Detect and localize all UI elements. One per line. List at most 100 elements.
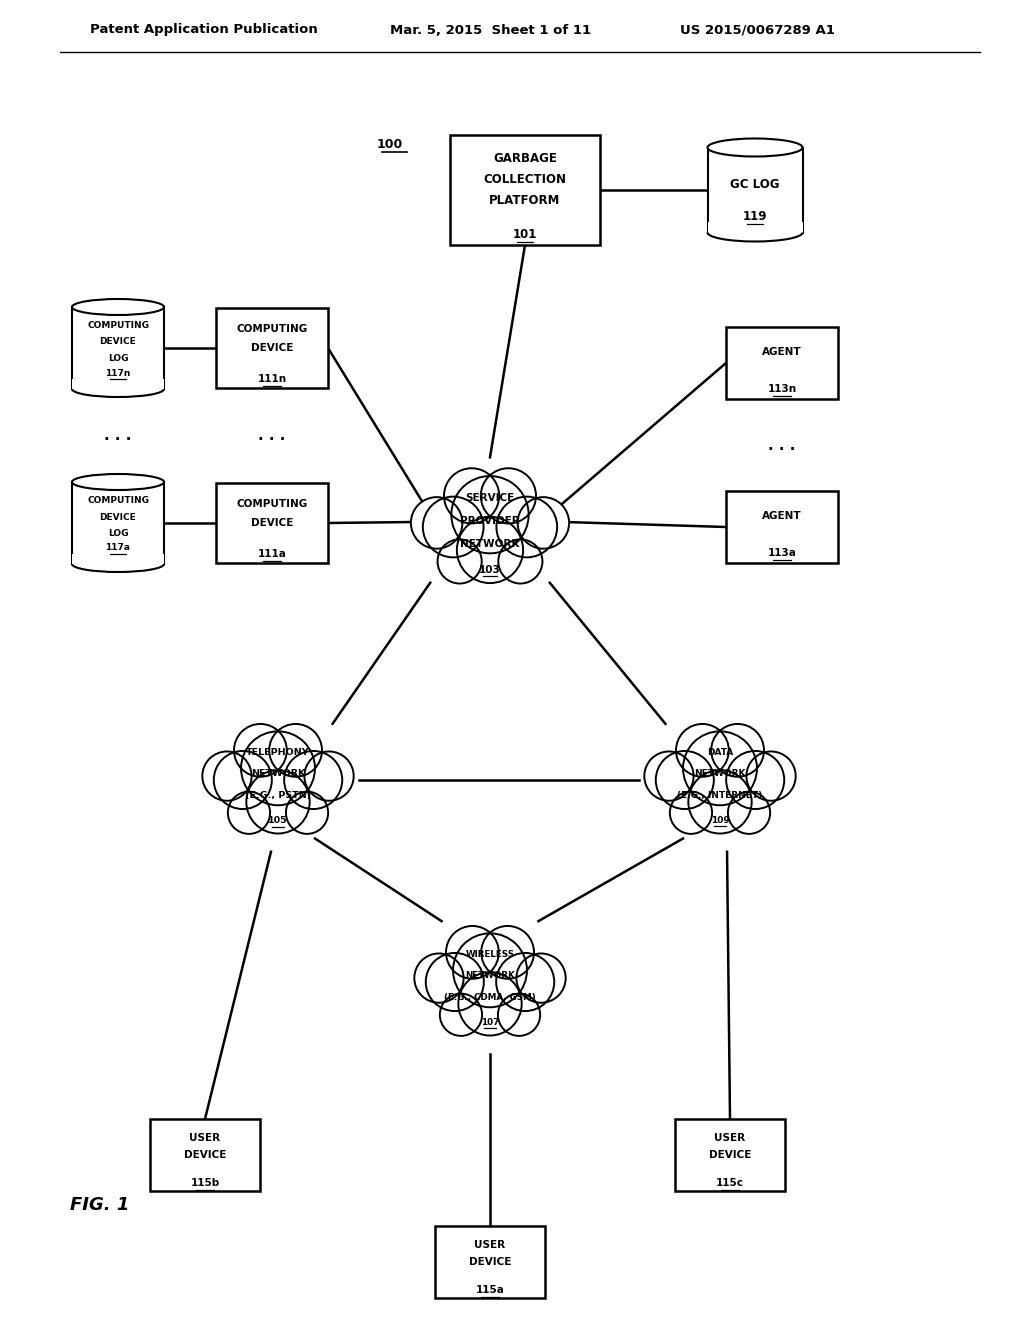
Text: 115a: 115a bbox=[475, 1284, 505, 1295]
Circle shape bbox=[457, 517, 523, 583]
Text: NETWORK: NETWORK bbox=[465, 972, 515, 981]
Text: COMPUTING: COMPUTING bbox=[87, 321, 150, 330]
Circle shape bbox=[415, 953, 464, 1003]
Circle shape bbox=[214, 751, 271, 809]
Text: Patent Application Publication: Patent Application Publication bbox=[90, 24, 317, 37]
Text: 115b: 115b bbox=[190, 1177, 219, 1188]
Text: GARBAGE: GARBAGE bbox=[494, 152, 557, 165]
Text: DATA: DATA bbox=[707, 747, 733, 756]
Text: 111a: 111a bbox=[258, 549, 287, 558]
Circle shape bbox=[241, 731, 315, 805]
Text: 103: 103 bbox=[479, 565, 501, 574]
Text: 117a: 117a bbox=[105, 544, 130, 553]
Text: DEVICE: DEVICE bbox=[251, 517, 293, 528]
Bar bbox=[450, 135, 600, 246]
Circle shape bbox=[726, 751, 784, 809]
Bar bbox=[726, 491, 838, 564]
Text: US 2015/0067289 A1: US 2015/0067289 A1 bbox=[680, 24, 835, 37]
Text: WIRELESS: WIRELESS bbox=[466, 949, 515, 958]
Circle shape bbox=[440, 994, 482, 1036]
Text: AGENT: AGENT bbox=[762, 347, 802, 356]
Circle shape bbox=[411, 498, 463, 549]
Bar bbox=[72, 554, 164, 564]
Circle shape bbox=[644, 751, 693, 801]
Circle shape bbox=[453, 933, 527, 1007]
Ellipse shape bbox=[708, 223, 803, 242]
Text: 105: 105 bbox=[268, 816, 288, 825]
Circle shape bbox=[498, 994, 541, 1036]
Circle shape bbox=[499, 540, 543, 583]
Text: USER: USER bbox=[715, 1133, 745, 1143]
Text: 115c: 115c bbox=[716, 1177, 744, 1188]
Circle shape bbox=[676, 723, 729, 776]
Circle shape bbox=[497, 953, 554, 1011]
Text: 119: 119 bbox=[742, 210, 767, 223]
Text: (E.G., PSTN): (E.G., PSTN) bbox=[245, 792, 311, 800]
Circle shape bbox=[286, 792, 328, 834]
Circle shape bbox=[459, 972, 521, 1035]
Circle shape bbox=[497, 496, 557, 557]
Text: LOG: LOG bbox=[108, 529, 128, 539]
Ellipse shape bbox=[72, 300, 164, 315]
Text: 109: 109 bbox=[711, 816, 729, 825]
Text: NETWORK: NETWORK bbox=[461, 539, 520, 549]
Circle shape bbox=[446, 925, 499, 978]
Circle shape bbox=[683, 731, 757, 805]
Text: SERVICE: SERVICE bbox=[465, 494, 515, 503]
Text: 117n: 117n bbox=[105, 368, 131, 378]
Circle shape bbox=[670, 792, 712, 834]
Circle shape bbox=[227, 792, 270, 834]
Text: LOG: LOG bbox=[108, 354, 128, 363]
Circle shape bbox=[452, 477, 528, 553]
Ellipse shape bbox=[708, 139, 803, 157]
Text: DEVICE: DEVICE bbox=[184, 1150, 226, 1160]
Circle shape bbox=[234, 723, 287, 776]
Circle shape bbox=[712, 723, 764, 776]
Circle shape bbox=[423, 496, 483, 557]
Circle shape bbox=[481, 469, 536, 524]
Text: (E.G., CDMA, GSM): (E.G., CDMA, GSM) bbox=[444, 994, 536, 1002]
Circle shape bbox=[746, 751, 796, 801]
Circle shape bbox=[203, 751, 252, 801]
Text: DEVICE: DEVICE bbox=[469, 1257, 511, 1267]
Bar bbox=[216, 483, 328, 564]
Text: DEVICE: DEVICE bbox=[709, 1150, 752, 1160]
Text: NETWORK: NETWORK bbox=[694, 770, 745, 779]
Text: FIG. 1: FIG. 1 bbox=[71, 1196, 130, 1214]
Circle shape bbox=[481, 925, 534, 978]
Circle shape bbox=[437, 540, 481, 583]
Bar bbox=[216, 308, 328, 388]
Text: COMPUTING: COMPUTING bbox=[87, 496, 150, 506]
Circle shape bbox=[444, 469, 500, 524]
Bar bbox=[726, 327, 838, 399]
Bar bbox=[435, 1226, 545, 1298]
Text: 101: 101 bbox=[513, 228, 538, 242]
Text: DEVICE: DEVICE bbox=[99, 338, 136, 346]
Bar bbox=[708, 222, 803, 232]
Circle shape bbox=[655, 751, 714, 809]
Text: DEVICE: DEVICE bbox=[251, 343, 293, 352]
Text: COMPUTING: COMPUTING bbox=[237, 323, 307, 334]
Bar bbox=[72, 308, 164, 389]
Bar bbox=[675, 1119, 785, 1191]
Ellipse shape bbox=[72, 474, 164, 490]
Text: . . .: . . . bbox=[258, 428, 286, 444]
Circle shape bbox=[426, 953, 484, 1011]
Text: . . .: . . . bbox=[104, 428, 132, 444]
Text: (E.G., INTERNET): (E.G., INTERNET) bbox=[677, 792, 763, 800]
Text: NETWORK: NETWORK bbox=[251, 770, 305, 779]
Text: 113n: 113n bbox=[767, 384, 797, 393]
Circle shape bbox=[284, 751, 342, 809]
Text: PROVIDER: PROVIDER bbox=[460, 516, 520, 525]
Bar bbox=[150, 1119, 260, 1191]
Text: 100: 100 bbox=[377, 139, 403, 152]
Circle shape bbox=[517, 498, 569, 549]
Circle shape bbox=[688, 770, 752, 833]
Circle shape bbox=[516, 953, 565, 1003]
Text: DEVICE: DEVICE bbox=[99, 512, 136, 521]
Text: TELEPHONY: TELEPHONY bbox=[246, 747, 309, 756]
Text: COLLECTION: COLLECTION bbox=[483, 173, 566, 186]
Text: Mar. 5, 2015  Sheet 1 of 11: Mar. 5, 2015 Sheet 1 of 11 bbox=[390, 24, 591, 37]
Bar bbox=[72, 482, 164, 564]
Text: USER: USER bbox=[189, 1133, 220, 1143]
